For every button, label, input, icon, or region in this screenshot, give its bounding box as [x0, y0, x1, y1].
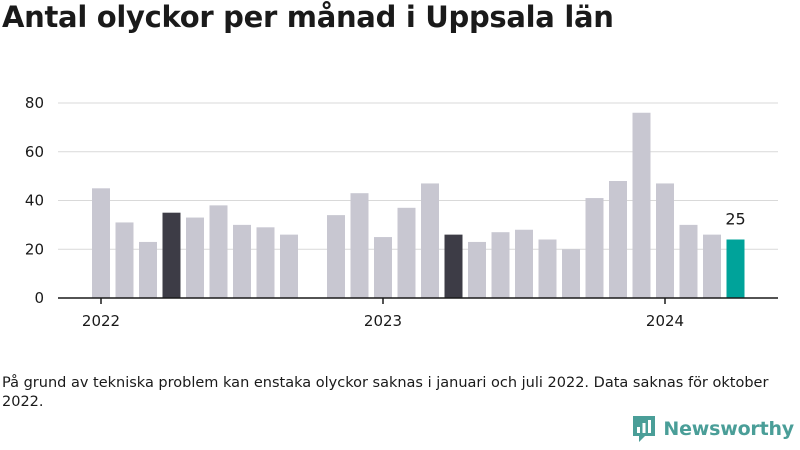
x-axis-ticks: 2022 2023 2024 [82, 298, 684, 330]
x-tick-label: 2022 [82, 312, 120, 330]
bar-2023-05 [468, 241, 486, 298]
bar-2022-12 [350, 193, 369, 298]
bar-2023-10 [585, 198, 604, 298]
newsworthy-logo-icon [633, 416, 656, 442]
bar-2024-03 [703, 234, 721, 298]
y-tick-label: 0 [34, 289, 44, 307]
bar-2022-07 [233, 224, 251, 298]
bar-2023-02 [397, 207, 416, 298]
bar-2023-07 [515, 229, 533, 298]
x-tick-label: 2024 [646, 312, 684, 330]
y-tick-label: 80 [25, 94, 44, 112]
bar-2022-01 [92, 188, 110, 298]
y-tick-label: 40 [25, 192, 44, 210]
newsworthy-logo: Newsworthy [631, 414, 794, 444]
brand-name: Newsworthy [663, 418, 794, 440]
bar-2024-02 [679, 224, 698, 298]
bar-2023-11 [609, 181, 627, 298]
bar-2022-09 [280, 234, 298, 298]
bar-2023-12 [632, 112, 651, 298]
bar-2022-03 [139, 241, 157, 298]
bar-2023-04 [444, 234, 463, 298]
y-tick-label: 60 [25, 143, 44, 161]
bar-2022-02 [115, 222, 134, 298]
y-axis-ticks: 0 20 40 60 80 [25, 94, 44, 307]
bar-2023-08 [538, 239, 557, 298]
bar-2022-05 [186, 217, 204, 298]
footnote: På grund av tekniska problem kan enstaka… [2, 375, 769, 410]
bar-2023-06 [491, 232, 510, 298]
bars [92, 112, 745, 298]
chart-title: Antal olyckor per månad i Uppsala län [2, 0, 614, 34]
highlight-value-label: 25 [725, 210, 745, 229]
bar-2023-03 [421, 183, 439, 298]
bar-2024-04 [726, 239, 745, 298]
bar-2022-04 [162, 212, 181, 298]
bar-2024-01 [656, 183, 674, 298]
bar-2022-06 [209, 205, 228, 298]
bar-2022-11 [327, 215, 345, 298]
y-tick-label: 20 [25, 240, 44, 258]
bar-2023-01 [374, 237, 392, 298]
bar-chart: 0 20 40 60 80 2022 2023 2024 25 [25, 94, 778, 330]
bar-2022-08 [256, 227, 275, 298]
x-tick-label: 2023 [364, 312, 402, 330]
bar-2023-09 [562, 249, 580, 298]
